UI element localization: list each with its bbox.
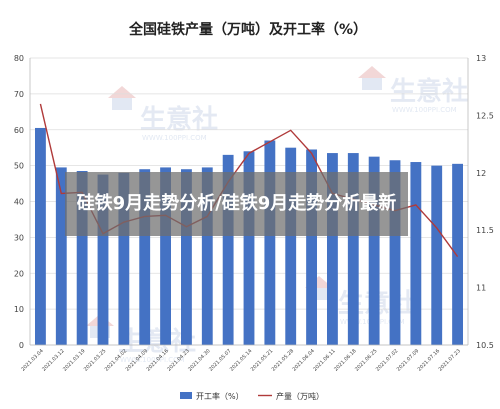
bar: [452, 163, 463, 345]
watermark-text: 生意社: [390, 76, 468, 107]
right-tick-label: 12.5: [476, 111, 494, 120]
left-tick-label: 10: [14, 305, 24, 314]
bar: [118, 172, 130, 345]
bar: [243, 151, 255, 345]
bar: [327, 153, 338, 345]
headline-overlay: 硅铁9月走势分析/硅铁9月走势分析最新: [65, 172, 408, 236]
headline-text: 硅铁9月走势分析/硅铁9月走势分析最新: [76, 193, 397, 214]
legend-swatch-bar: [180, 392, 192, 399]
left-tick-label: 30: [14, 233, 24, 242]
bar: [160, 167, 171, 345]
bar: [264, 140, 276, 345]
bar-series: [35, 127, 463, 345]
right-tick-label: 11: [476, 284, 486, 293]
bar: [306, 149, 317, 345]
watermark-logo-icon: [358, 66, 386, 90]
right-tick-label: 12: [476, 169, 486, 178]
left-tick-label: 40: [14, 198, 24, 207]
bar: [139, 169, 151, 345]
left-tick-label: 20: [14, 269, 24, 278]
left-tick-label: 0: [19, 341, 24, 350]
bar: [410, 162, 422, 345]
chart-title: 全国硅铁产量（万吨）及开工率（%）: [128, 21, 367, 38]
watermark-logo-icon: [108, 86, 136, 110]
left-tick-label: 70: [14, 90, 24, 99]
right-axis: 10.5 11 11.5 12 12.5 13: [467, 54, 494, 350]
bar: [201, 167, 213, 345]
left-tick-label: 50: [14, 162, 24, 171]
left-tick-label: 60: [14, 126, 24, 135]
bar: [35, 127, 46, 345]
watermark-url: WWW.100PPI.COM: [142, 134, 207, 142]
right-tick-label: 10.5: [476, 341, 494, 350]
bar: [389, 160, 401, 345]
right-tick-label: 13: [476, 54, 486, 63]
legend-label-bar: 开工率（%）: [196, 391, 244, 401]
watermark-url: WWW.100PPI.COM: [120, 356, 185, 364]
bar: [76, 171, 88, 345]
bar: [431, 165, 443, 345]
bar: [347, 153, 359, 345]
bar: [55, 167, 67, 345]
bar: [222, 154, 234, 345]
watermark-text: 生意社: [140, 104, 218, 135]
bar: [368, 156, 380, 345]
bar: [285, 147, 297, 345]
right-tick-label: 11.5: [476, 226, 494, 235]
left-tick-label: 80: [14, 54, 24, 63]
watermark-url: WWW.100PPI.COM: [392, 106, 457, 114]
legend: 开工率（%） 产量（万吨）: [180, 391, 324, 401]
bar: [97, 174, 109, 345]
bar: [181, 169, 192, 345]
legend-label-line: 产量（万吨）: [276, 391, 324, 401]
left-axis: 0 10 20 30 40 50 60 70 80: [14, 54, 31, 350]
